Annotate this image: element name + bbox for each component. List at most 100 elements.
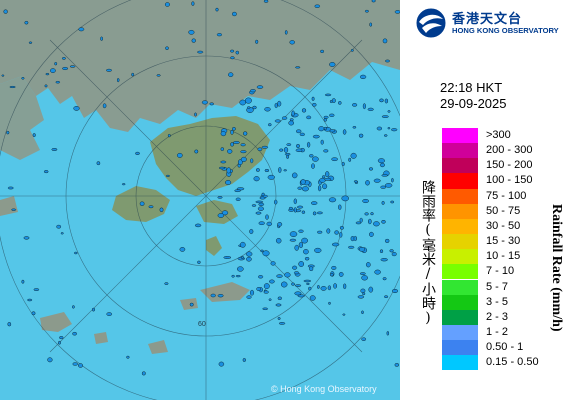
rain-cell bbox=[301, 210, 306, 214]
rain-cell bbox=[297, 205, 304, 209]
rain-cell bbox=[365, 262, 371, 268]
rain-cell bbox=[380, 258, 388, 262]
rain-cell bbox=[297, 294, 305, 298]
rain-cell bbox=[316, 211, 323, 215]
rain-cell bbox=[298, 229, 304, 233]
legend-item: 2 - 3 bbox=[442, 309, 572, 325]
legend-label: 10 - 15 bbox=[486, 250, 521, 263]
rain-cell bbox=[62, 66, 69, 71]
rain-cell bbox=[249, 289, 255, 296]
rain-cell bbox=[96, 161, 101, 166]
rain-cell bbox=[61, 57, 66, 60]
rain-cell bbox=[221, 210, 229, 216]
legend-label: 7 - 10 bbox=[486, 265, 515, 278]
rain-cell bbox=[6, 130, 10, 135]
rain-cell bbox=[227, 149, 233, 154]
rain-cell bbox=[59, 336, 64, 340]
rain-cell bbox=[387, 127, 391, 130]
rain-cell bbox=[280, 281, 288, 288]
rain-cell bbox=[329, 273, 334, 277]
rain-cell bbox=[306, 115, 312, 120]
rain-cell bbox=[301, 108, 307, 113]
rain-cell bbox=[317, 284, 320, 289]
rain-cell bbox=[264, 107, 271, 112]
rain-cell bbox=[329, 113, 335, 117]
rain-cell bbox=[251, 204, 257, 207]
rain-cell bbox=[263, 290, 269, 294]
rain-cell bbox=[194, 223, 202, 228]
rain-cell bbox=[7, 186, 14, 190]
rain-cell bbox=[256, 287, 262, 291]
legend-label: 150 - 200 bbox=[486, 159, 533, 172]
legend-label: 0.50 - 1 bbox=[486, 341, 524, 354]
rain-cell bbox=[247, 106, 251, 109]
rain-cell bbox=[72, 331, 77, 336]
rain-cell bbox=[382, 38, 388, 44]
rain-cell bbox=[298, 241, 304, 249]
rain-cell bbox=[385, 59, 390, 63]
rain-cell bbox=[164, 282, 169, 285]
rain-cell bbox=[47, 357, 53, 363]
legend-swatch bbox=[442, 218, 478, 235]
rain-cell bbox=[331, 98, 336, 103]
rain-cell bbox=[240, 156, 247, 162]
rain-cell bbox=[78, 27, 85, 32]
legend-label: 50 - 75 bbox=[486, 204, 521, 217]
legend-swatch bbox=[442, 340, 478, 356]
rain-cell bbox=[242, 358, 246, 362]
rain-cell bbox=[228, 72, 234, 78]
legend-label: 30 - 50 bbox=[486, 219, 521, 232]
rain-cell bbox=[74, 251, 78, 255]
rain-cell bbox=[341, 161, 345, 167]
hko-logo[interactable]: 香港天文台 HONG KONG OBSERVATORY bbox=[414, 6, 574, 40]
rain-cell bbox=[368, 167, 374, 171]
rain-cell bbox=[333, 283, 337, 289]
rain-cell bbox=[266, 221, 273, 227]
rain-cell bbox=[277, 296, 282, 301]
legend-label: 100 - 150 bbox=[486, 174, 533, 187]
rain-cell bbox=[309, 154, 314, 158]
rain-cell bbox=[379, 249, 384, 254]
rain-cell bbox=[352, 126, 357, 129]
rain-cell bbox=[381, 219, 386, 224]
rain-cell bbox=[277, 100, 282, 107]
rain-cell bbox=[303, 249, 309, 255]
legend-item: 3 - 5 bbox=[442, 294, 572, 310]
rain-cell bbox=[262, 194, 268, 198]
range-ring-label: 60 bbox=[198, 321, 206, 328]
rain-cell bbox=[165, 46, 169, 50]
rain-cell bbox=[60, 232, 64, 235]
rain-cell bbox=[293, 207, 297, 213]
outlying-island-6 bbox=[0, 196, 18, 216]
rain-cell bbox=[314, 247, 322, 253]
rain-cell bbox=[269, 279, 275, 284]
rain-cell bbox=[267, 174, 275, 180]
rain-cell bbox=[230, 56, 235, 60]
rain-cell bbox=[384, 295, 389, 299]
rain-cell bbox=[268, 123, 272, 127]
rain-cell bbox=[296, 143, 300, 149]
rain-cell bbox=[72, 305, 75, 309]
rain-cell bbox=[359, 74, 367, 80]
rain-cell bbox=[255, 211, 262, 215]
rain-cell bbox=[331, 242, 340, 247]
rain-cell bbox=[309, 266, 314, 272]
rain-cell bbox=[339, 231, 343, 238]
side-panel bbox=[400, 0, 577, 400]
rain-cell bbox=[308, 286, 312, 291]
legend-label: 75 - 100 bbox=[486, 189, 527, 202]
legend-item: 50 - 75 bbox=[442, 203, 572, 219]
legend-label: >300 bbox=[486, 129, 511, 141]
rain-cell bbox=[379, 162, 385, 168]
rain-cell bbox=[260, 249, 264, 253]
logo-name-en: HONG KONG OBSERVATORY bbox=[452, 26, 559, 35]
legend-label: 15 - 30 bbox=[486, 235, 521, 248]
rain-cell bbox=[312, 102, 317, 107]
rain-cell bbox=[239, 99, 246, 106]
rain-cell bbox=[293, 271, 300, 275]
rain-cell bbox=[384, 98, 389, 104]
rain-cell bbox=[220, 147, 225, 151]
rain-cell bbox=[100, 36, 103, 41]
rain-cell bbox=[245, 251, 253, 257]
legend-swatch bbox=[442, 188, 478, 204]
